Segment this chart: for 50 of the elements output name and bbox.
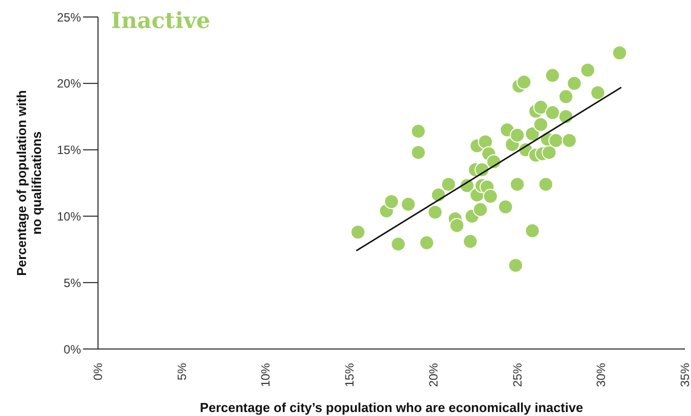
point xyxy=(478,134,493,150)
point xyxy=(562,133,577,148)
y-tick-label: 5% xyxy=(64,276,82,290)
x-tick-label: 10% xyxy=(258,362,273,388)
point xyxy=(441,176,456,192)
point xyxy=(538,176,554,192)
x-tick-label: 5% xyxy=(174,362,189,380)
point xyxy=(510,128,525,143)
point xyxy=(419,235,434,250)
x-tick-label: 0% xyxy=(91,362,105,380)
point xyxy=(410,144,426,160)
point xyxy=(516,74,532,90)
point xyxy=(545,105,560,120)
point xyxy=(350,224,366,240)
x-tick-label: 25% xyxy=(510,362,524,388)
x-tick-label: 30% xyxy=(594,362,608,388)
point xyxy=(428,204,443,220)
point xyxy=(545,68,560,83)
point xyxy=(462,234,478,249)
point xyxy=(400,196,416,212)
point xyxy=(533,117,548,132)
point xyxy=(510,176,525,192)
point xyxy=(558,89,574,104)
point xyxy=(590,85,606,100)
point xyxy=(566,76,582,91)
point xyxy=(472,202,488,218)
y-axis-title: Percentage of population with no qualifications xyxy=(14,90,44,276)
point xyxy=(542,144,557,160)
y-tick-label: 25% xyxy=(56,10,82,24)
point xyxy=(410,124,426,139)
x-tick-label: 15% xyxy=(342,362,357,388)
point xyxy=(508,258,524,273)
y-tick-label: 15% xyxy=(56,143,82,158)
x-axis-title: Percentage of city’s population who are economically inactive xyxy=(200,400,584,415)
y-tick-label: 10% xyxy=(56,209,82,224)
point xyxy=(533,100,548,115)
point xyxy=(482,188,498,204)
point xyxy=(390,236,406,252)
point xyxy=(524,223,540,238)
y-tick-label: 0% xyxy=(64,342,82,356)
x-tick-label: 35% xyxy=(678,362,691,388)
point xyxy=(384,194,399,210)
point xyxy=(548,133,564,148)
point xyxy=(580,62,596,78)
point xyxy=(498,199,514,214)
chart-title: Inactive xyxy=(111,8,210,34)
x-tick-label: 20% xyxy=(426,362,440,388)
point xyxy=(612,45,628,60)
point xyxy=(449,218,464,233)
y-tick-label: 20% xyxy=(56,76,82,91)
